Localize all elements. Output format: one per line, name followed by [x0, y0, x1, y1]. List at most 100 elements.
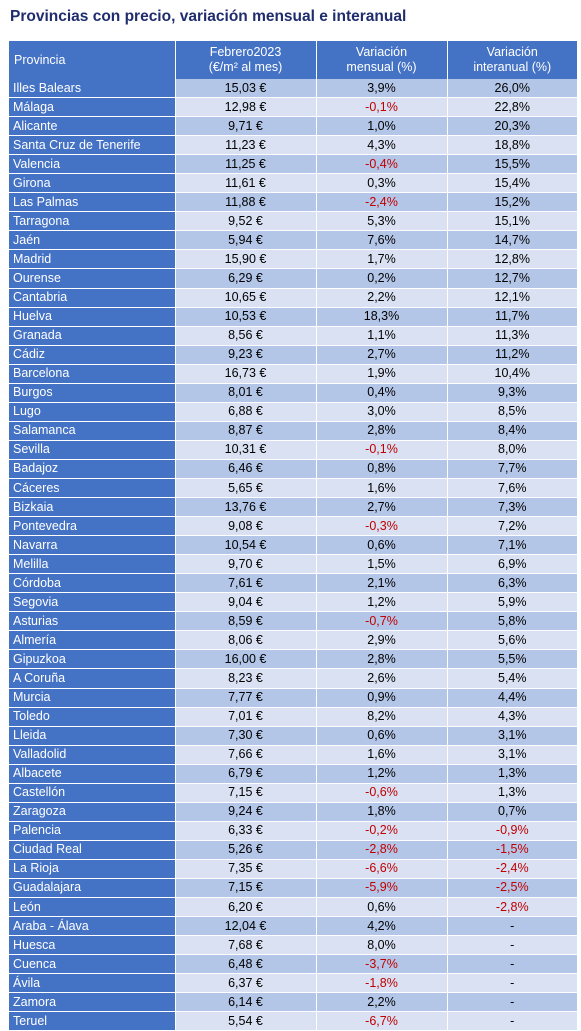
cell-precio: 9,71 €	[175, 117, 316, 136]
cell-provincia: Granada	[9, 326, 175, 345]
cell-provincia: Pontevedra	[9, 517, 175, 536]
table-row: Zaragoza 9,24 €1,8% 0,7%	[9, 802, 577, 821]
cell-interanual: 15,4%	[447, 174, 577, 193]
table-row: Palencia 6,33 € -0,2% -0,9%	[9, 821, 577, 840]
cell-precio: 6,20 €	[175, 898, 316, 917]
cell-interanual: 1,3%	[447, 783, 577, 802]
cell-mensual: 0,6%	[316, 726, 447, 745]
table-header: Provincia Febrero2023 (€/m² al mes) Vari…	[9, 41, 577, 79]
table-row: Teruel 5,54 € -6,7% -	[9, 1012, 577, 1031]
cell-interanual: 3,1%	[447, 745, 577, 764]
cell-provincia: Barcelona	[9, 364, 175, 383]
cell-interanual: -0,9%	[447, 821, 577, 840]
cell-mensual: -2,4%	[316, 193, 447, 212]
cell-precio: 11,23 €	[175, 136, 316, 155]
cell-mensual: 0,8%	[316, 459, 447, 478]
table-row: Murcia 7,77 €0,9% 4,4%	[9, 688, 577, 707]
table-row: Bizkaia 13,76 €2,7% 7,3%	[9, 498, 577, 517]
cell-interanual: 5,5%	[447, 650, 577, 669]
cell-precio: 10,54 €	[175, 536, 316, 555]
cell-provincia: Las Palmas	[9, 193, 175, 212]
cell-provincia: Albacete	[9, 764, 175, 783]
table-row: Huesca 7,68 €8,0% -	[9, 936, 577, 955]
cell-mensual: -1,8%	[316, 974, 447, 993]
cell-interanual: 12,1%	[447, 288, 577, 307]
cell-provincia: La Rioja	[9, 859, 175, 878]
cell-provincia: Santa Cruz de Tenerife	[9, 136, 175, 155]
cell-provincia: Castellón	[9, 783, 175, 802]
header-precio-line2: (€/m² al mes)	[176, 60, 316, 75]
cell-precio: 10,65 €	[175, 288, 316, 307]
cell-precio: 9,08 €	[175, 517, 316, 536]
table-row: Ciudad Real 5,26 € -2,8% -1,5%	[9, 840, 577, 859]
cell-interanual: 6,9%	[447, 555, 577, 574]
cell-precio: 6,88 €	[175, 402, 316, 421]
table-row: Cáceres 5,65 €1,6% 7,6%	[9, 478, 577, 497]
cell-mensual: -0,2%	[316, 821, 447, 840]
cell-mensual: -0,3%	[316, 517, 447, 536]
cell-provincia: Murcia	[9, 688, 175, 707]
table-row: Las Palmas 11,88 € -2,4% 15,2%	[9, 193, 577, 212]
cell-provincia: Cádiz	[9, 345, 175, 364]
cell-interanual: 12,7%	[447, 269, 577, 288]
cell-precio: 7,35 €	[175, 859, 316, 878]
cell-interanual: 0,7%	[447, 802, 577, 821]
cell-mensual: 8,0%	[316, 936, 447, 955]
cell-mensual: -0,1%	[316, 440, 447, 459]
cell-interanual: 4,3%	[447, 707, 577, 726]
table-row: Ourense 6,29 €0,2% 12,7%	[9, 269, 577, 288]
cell-provincia: Melilla	[9, 555, 175, 574]
table-row: Burgos 8,01 €0,4% 9,3%	[9, 383, 577, 402]
cell-provincia: León	[9, 898, 175, 917]
table-row: A Coruña 8,23 €2,6% 5,4%	[9, 669, 577, 688]
cell-precio: 11,61 €	[175, 174, 316, 193]
cell-precio: 6,46 €	[175, 459, 316, 478]
table-row: Granada 8,56 €1,1% 11,3%	[9, 326, 577, 345]
cell-mensual: 0,9%	[316, 688, 447, 707]
cell-provincia: Cantabria	[9, 288, 175, 307]
cell-mensual: -0,4%	[316, 155, 447, 174]
cell-precio: 6,79 €	[175, 764, 316, 783]
cell-provincia: Valencia	[9, 155, 175, 174]
table-row: Guadalajara 7,15 € -5,9% -2,5%	[9, 878, 577, 897]
cell-interanual: 11,3%	[447, 326, 577, 345]
cell-mensual: -0,6%	[316, 783, 447, 802]
header-interanual: Variación interanual (%)	[447, 41, 577, 79]
cell-precio: 8,56 €	[175, 326, 316, 345]
cell-provincia: Badajoz	[9, 459, 175, 478]
header-interanual-line2: interanual (%)	[448, 60, 578, 75]
cell-precio: 11,25 €	[175, 155, 316, 174]
table-row: Zamora 6,14 €2,2% -	[9, 993, 577, 1012]
cell-interanual: 8,4%	[447, 421, 577, 440]
cell-interanual: 1,3%	[447, 764, 577, 783]
table-row: Cádiz 9,23 €2,7% 11,2%	[9, 345, 577, 364]
table-row: Jaén 5,94 €7,6% 14,7%	[9, 231, 577, 250]
cell-interanual: 18,8%	[447, 136, 577, 155]
page-title: Provincias con precio, variación mensual…	[10, 4, 575, 32]
cell-interanual: 5,4%	[447, 669, 577, 688]
table-row: Melilla 9,70 €1,5% 6,9%	[9, 555, 577, 574]
cell-mensual: -6,7%	[316, 1012, 447, 1031]
cell-provincia: Girona	[9, 174, 175, 193]
provinces-table: Provincia Febrero2023 (€/m² al mes) Vari…	[9, 41, 577, 1031]
cell-provincia: Teruel	[9, 1012, 175, 1031]
cell-mensual: 3,0%	[316, 402, 447, 421]
cell-provincia: Toledo	[9, 707, 175, 726]
cell-provincia: Jaén	[9, 231, 175, 250]
cell-interanual: 7,6%	[447, 478, 577, 497]
cell-provincia: A Coruña	[9, 669, 175, 688]
table-row: Illes Balears 15,03 €3,9% 26,0%	[9, 79, 577, 98]
cell-mensual: 2,2%	[316, 288, 447, 307]
cell-provincia: Lleida	[9, 726, 175, 745]
cell-precio: 10,53 €	[175, 307, 316, 326]
cell-mensual: -6,6%	[316, 859, 447, 878]
table-row: Girona 11,61 €0,3% 15,4%	[9, 174, 577, 193]
cell-interanual: 15,2%	[447, 193, 577, 212]
table-row: Sevilla 10,31 € -0,1% 8,0%	[9, 440, 577, 459]
cell-provincia: Madrid	[9, 250, 175, 269]
cell-precio: 9,52 €	[175, 212, 316, 231]
cell-mensual: 0,4%	[316, 383, 447, 402]
header-precio: Febrero2023 (€/m² al mes)	[175, 41, 316, 79]
cell-mensual: 2,1%	[316, 574, 447, 593]
cell-precio: 6,37 €	[175, 974, 316, 993]
